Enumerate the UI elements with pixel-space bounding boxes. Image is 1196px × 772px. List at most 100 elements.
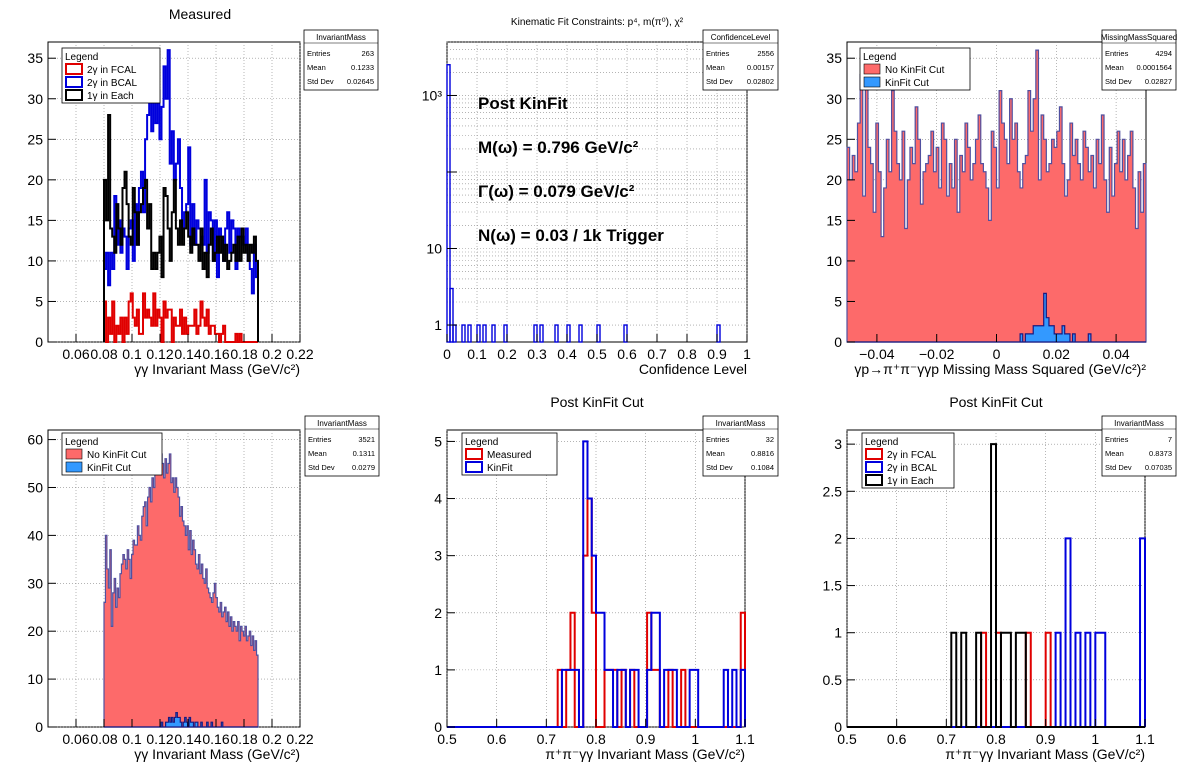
legend-swatch	[863, 63, 881, 75]
x-tick-label: 0.8	[986, 731, 1006, 747]
panel-3: −0.04 −0.02 0 0.02 0.04 0 5 10 15 20 25 30 35 γp→π⁺π⁻…	[826, 29, 1177, 377]
series-1-in-each	[103, 113, 259, 342]
legend: Legend Measured KinFit	[461, 432, 558, 476]
histogram-bin	[461, 324, 466, 343]
legend-label: 2γ in FCAL	[87, 65, 137, 76]
histogram-line	[447, 440, 746, 728]
histogram-bin	[533, 324, 538, 343]
y-tick-label: 10³	[422, 87, 443, 103]
stats-key: Mean	[308, 449, 327, 458]
x-tick-label: 0.7	[537, 731, 557, 747]
x-tick-label: 1	[743, 346, 751, 362]
histogram-bin	[566, 324, 571, 343]
histogram-bin	[467, 324, 472, 343]
legend-swatch	[65, 448, 83, 460]
y-tick-label: 0	[35, 719, 43, 735]
x-tick-label: 0	[993, 346, 1001, 362]
y-tick-label: 1.5	[823, 578, 843, 594]
legend-swatch	[865, 461, 883, 473]
x-tick-label: 0.06	[62, 346, 89, 362]
histogram-line	[847, 443, 1145, 728]
histogram-bin	[578, 324, 583, 343]
legend-label: KinFit Cut	[885, 78, 929, 89]
x-tick-label: 0.16	[202, 346, 229, 362]
histogram-line	[103, 292, 258, 343]
y-tick-label: 30	[27, 91, 43, 107]
stats-key: Entries	[307, 49, 331, 58]
stats-key: Std Dev	[1105, 77, 1132, 86]
x-tick-label: 0.3	[527, 346, 547, 362]
stats-frame	[702, 415, 779, 477]
stats-value: 32	[766, 435, 774, 444]
y-tick-label: 0	[834, 334, 842, 350]
legend-title: Legend	[865, 437, 898, 448]
histogram-area	[846, 49, 1147, 343]
x-tick-label: 0.9	[636, 731, 656, 747]
stats-value: 0.02827	[1145, 77, 1172, 86]
histogram-bin	[491, 324, 496, 343]
stats-frame	[304, 415, 380, 477]
stats-key: Entries	[1105, 49, 1129, 58]
legend-label: No KinFit Cut	[885, 65, 945, 76]
series-kinfit-cut	[104, 712, 258, 728]
y-tick-label: 10	[27, 671, 43, 687]
stats-value: 0.1084	[751, 463, 774, 472]
stats-name: ConfidenceLevel	[711, 33, 771, 42]
x-tick-label: 0.1	[122, 346, 142, 362]
legend-swatch	[863, 76, 881, 88]
legend-label: 1γ in Each	[87, 91, 134, 102]
stats-key: Std Dev	[307, 77, 334, 86]
axis-ticks: 0 0.1 0.2 0.3 0.4 0.5 0.6 0.7 0.8 0.9 1 1 10 10³	[422, 87, 751, 362]
legend-label: No KinFit Cut	[87, 450, 147, 461]
y-tick-label: 20	[826, 172, 842, 188]
legend-swatch	[465, 461, 483, 473]
x-tick-label: 0.12	[146, 731, 173, 747]
legend: Legend No KinFit Cut KinFit Cut	[859, 47, 971, 91]
stats-key: Mean	[307, 63, 326, 72]
histogram-bin	[476, 324, 481, 343]
y-tick-label: 10	[426, 241, 442, 257]
series-2-in-fcal	[103, 292, 258, 343]
x-tick-label: 0.16	[202, 731, 229, 747]
stats-key: Entries	[706, 49, 730, 58]
y-tick-label: 0	[834, 719, 842, 735]
legend: Legend 2γ in FCAL 2γ in BCAL 1γ in Each	[61, 47, 161, 104]
legend-label: Measured	[487, 450, 531, 461]
stats-key: Mean	[706, 449, 725, 458]
histogram-bin	[449, 287, 454, 343]
stats-key: Entries	[706, 435, 730, 444]
series-no-kinfit-cut	[846, 49, 1147, 343]
y-tick-label: 1	[434, 317, 442, 333]
annotation-text: N(ω) = 0.03 / 1k Trigger	[478, 226, 664, 245]
x-tick-label: 0.2	[262, 346, 282, 362]
x-tick-label: 0.7	[647, 346, 667, 362]
legend-swatch	[465, 448, 483, 460]
x-tick-label: 0.1	[122, 731, 142, 747]
y-tick-label: 2	[834, 530, 842, 546]
x-axis-label: π⁺π⁻γγ Invariant Mass (GeV/c²)	[545, 746, 745, 762]
y-tick-label: 15	[27, 212, 43, 228]
panel-1: 0.06 0.08 0.1 0.12 0.14 0.16 0.18 0.2 0.22 0 5 10 15…	[27, 6, 379, 377]
legend-swatch	[65, 63, 83, 75]
series-kinfit	[447, 440, 746, 728]
x-tick-label: 0.22	[286, 346, 313, 362]
stats-value: 263	[361, 49, 374, 58]
stats-name: InvariantMass	[316, 33, 366, 42]
stats-box: ConfidenceLevel Entries 2556 Mean 0.00157 Std…	[702, 29, 779, 91]
x-tick-label: 0.7	[937, 731, 957, 747]
stats-key: Entries	[308, 435, 332, 444]
y-tick-label: 4	[434, 491, 442, 507]
annotation-text: Γ(ω) = 0.079 GeV/c²	[478, 182, 635, 201]
x-axis-label: γγ Invariant Mass (GeV/c²)	[134, 746, 300, 762]
y-tick-label: 40	[27, 527, 43, 543]
x-tick-label: 0.6	[887, 731, 907, 747]
annotations: Post KinFit M(ω) = 0.796 GeV/c² Γ(ω) = 0.0…	[478, 94, 664, 245]
y-tick-label: 35	[826, 50, 842, 66]
legend-label: 2γ in BCAL	[87, 78, 137, 89]
x-tick-label: 0.04	[1102, 346, 1129, 362]
stats-value: 7	[1168, 435, 1172, 444]
x-tick-label: 0.5	[587, 346, 607, 362]
y-tick-label: 15	[826, 212, 842, 228]
x-axis-label: γp→π⁺π⁻γγp Missing Mass Squared (GeV/c²)…	[854, 361, 1146, 377]
stats-value: 0.0001564	[1137, 63, 1172, 72]
